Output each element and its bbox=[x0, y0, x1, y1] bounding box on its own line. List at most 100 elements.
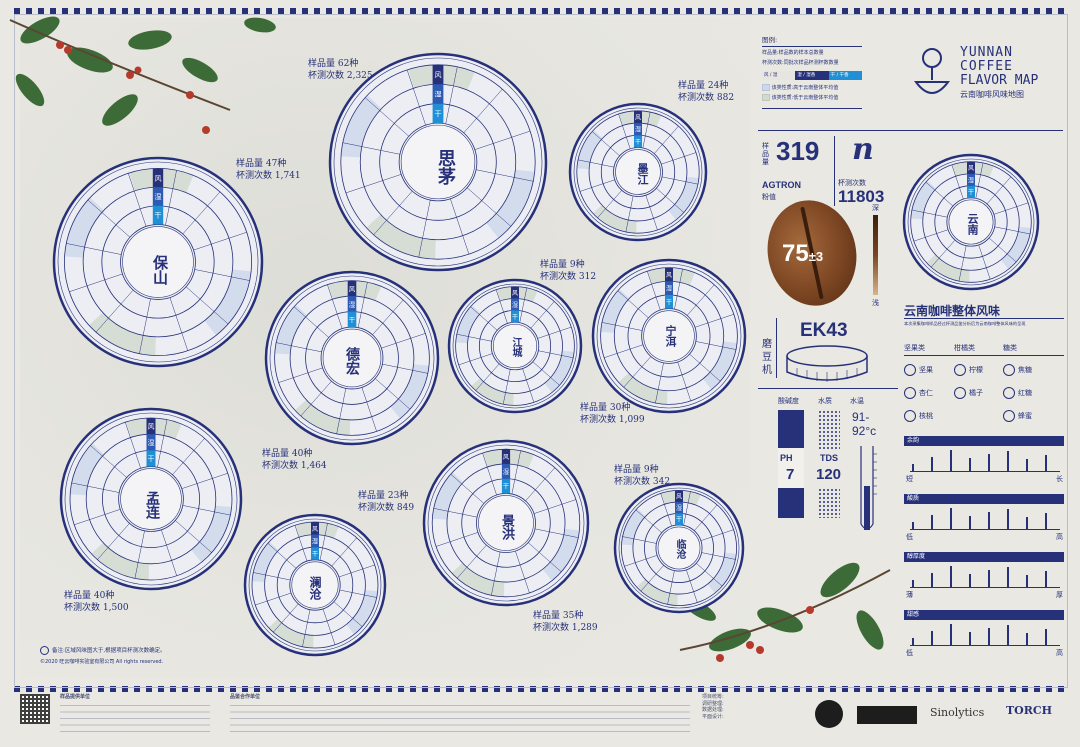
scale-mark bbox=[1007, 509, 1009, 530]
scale-mark bbox=[1045, 571, 1047, 588]
wheel-name-ninger: 宁洱 bbox=[664, 325, 677, 347]
scale-mark bbox=[931, 572, 933, 588]
ph-name: PH bbox=[780, 453, 793, 463]
ph-box bbox=[778, 448, 804, 488]
partner-logo-sinolytics: Sinolytics bbox=[930, 706, 985, 719]
svg-text:风: 风 bbox=[435, 71, 442, 79]
footer-sample-providers: 样品提供单位 bbox=[60, 694, 210, 732]
svg-text:干: 干 bbox=[666, 299, 672, 306]
caramel-icon bbox=[1003, 364, 1015, 376]
roast-light-label: 浅 bbox=[872, 299, 879, 307]
scale-mark bbox=[1007, 451, 1009, 472]
label-mojiang: 样品量 24种 杯测次数 882 bbox=[678, 81, 735, 103]
ph-bar-bottom bbox=[778, 488, 804, 518]
orange-icon bbox=[954, 387, 966, 399]
svg-text:风: 风 bbox=[148, 423, 155, 431]
tds-name: TDS bbox=[820, 453, 838, 463]
svg-text:湿: 湿 bbox=[349, 299, 356, 308]
svg-text:干: 干 bbox=[512, 314, 518, 321]
svg-text:干: 干 bbox=[155, 212, 162, 220]
flavor-orange: 橘子 bbox=[954, 387, 983, 399]
scale-mark bbox=[988, 453, 990, 472]
svg-text:湿: 湿 bbox=[968, 176, 974, 184]
svg-text:风: 风 bbox=[512, 290, 518, 297]
grinder-value: EK43 bbox=[800, 320, 848, 341]
ph-value: 7 bbox=[786, 466, 795, 483]
flavor-brown-sugar: 红糖 bbox=[1003, 387, 1032, 399]
legend-tab-dry: 干 / 干香 bbox=[828, 71, 862, 80]
scale-mark bbox=[950, 508, 952, 530]
map-note: 备注:区域风味图大于,根据项目杯测次数确定。 bbox=[40, 646, 166, 655]
svg-text:湿: 湿 bbox=[676, 504, 682, 512]
grinder-divider bbox=[776, 318, 777, 378]
svg-text:风: 风 bbox=[155, 174, 162, 182]
n-symbol: n bbox=[852, 132, 874, 167]
svg-text:干: 干 bbox=[312, 551, 318, 558]
flavor-cats-divider bbox=[904, 355, 1064, 356]
scale-baseline bbox=[910, 529, 1060, 530]
cat-sugar: 糖类 bbox=[1003, 344, 1017, 352]
partner-logo-black bbox=[857, 706, 917, 724]
scale-mark bbox=[1026, 517, 1028, 530]
label-jinghong: 样品量 35种 杯测次数 1,289 bbox=[533, 611, 598, 633]
flavor-lemon: 柠檬 bbox=[954, 364, 983, 376]
honey-icon bbox=[1003, 410, 1015, 422]
sample-value: 319 bbox=[776, 136, 820, 166]
wheel-ninger: 风湿干 bbox=[591, 258, 747, 414]
title-en-2: COFFEE bbox=[960, 59, 1013, 74]
scale-mark bbox=[988, 627, 990, 646]
scale-mark bbox=[969, 516, 971, 530]
flavor-walnut: 核桃 bbox=[904, 410, 933, 422]
overall-subtitle: 本次采集咖啡样品经过杯测品鉴分析后为云南咖啡整体风味的呈现 bbox=[904, 321, 1026, 326]
water-pattern-top bbox=[818, 410, 840, 450]
label-baoshan: 样品量 47种 杯测次数 1,741 bbox=[236, 159, 301, 181]
wheel-jinghong: 风湿干 bbox=[422, 439, 590, 607]
ph-label: 酸碱度 bbox=[778, 397, 799, 405]
title-zh: 云南咖啡风味地图 bbox=[960, 90, 1024, 99]
agtron-value-pm: ±3 bbox=[808, 249, 824, 264]
location-pin-cup-icon bbox=[914, 48, 950, 94]
svg-text:干: 干 bbox=[148, 455, 155, 463]
scale-label-2: 醇厚度 bbox=[904, 552, 1064, 562]
flavor-caramel: 焦糖 bbox=[1003, 364, 1032, 376]
wheel-menglian: 风湿干 bbox=[59, 407, 243, 591]
svg-text:干: 干 bbox=[503, 484, 509, 491]
svg-text:风: 风 bbox=[676, 494, 682, 501]
grinder-label: 磨豆机 bbox=[762, 339, 772, 376]
cups-value: 11803 bbox=[838, 187, 885, 206]
svg-text:湿: 湿 bbox=[148, 438, 155, 447]
wheel-name-jiangcheng: 江城 bbox=[510, 337, 521, 357]
overall-title: 云南咖啡整体风味 bbox=[904, 304, 1001, 318]
scale-mark bbox=[1007, 625, 1009, 646]
scale-mark bbox=[931, 456, 933, 472]
scale-mark bbox=[950, 624, 952, 646]
scale-mark bbox=[1026, 575, 1028, 588]
brown-sugar-icon bbox=[1003, 387, 1015, 399]
scale-low-0: 短 bbox=[906, 475, 913, 483]
scale-mark bbox=[950, 566, 952, 588]
scale-high-1: 高 bbox=[1056, 533, 1063, 541]
info-icon bbox=[40, 646, 49, 655]
scale-mark bbox=[950, 450, 952, 472]
svg-text:风: 风 bbox=[968, 165, 974, 172]
wheel-name-yunnan: 云南 bbox=[966, 213, 979, 235]
sample-label: 样品量 bbox=[762, 142, 769, 166]
svg-text:湿: 湿 bbox=[312, 537, 318, 545]
thermometer-icon bbox=[860, 446, 877, 530]
svg-text:干: 干 bbox=[349, 316, 356, 324]
scale-baseline bbox=[910, 587, 1060, 588]
scale-label-1: 酸质 bbox=[904, 494, 1064, 504]
scale-low-1: 低 bbox=[906, 533, 913, 541]
scale-bars-0 bbox=[910, 450, 1060, 472]
svg-text:干: 干 bbox=[435, 110, 442, 118]
footer-credits: 项目统筹: 调研整理: 数据处理: 平面设计: bbox=[702, 694, 724, 720]
overall-title-underline bbox=[904, 318, 1064, 319]
wheel-lancang: 风湿干 bbox=[243, 513, 387, 657]
title-en-1: YUNNAN bbox=[960, 45, 1013, 60]
scale-mark bbox=[1007, 567, 1009, 588]
agtron-sub: 粉值 bbox=[762, 193, 776, 201]
scale-label-0: 余韵 bbox=[904, 436, 1064, 446]
wheel-name-lancang: 澜沧 bbox=[308, 576, 322, 600]
svg-text:干: 干 bbox=[676, 517, 682, 524]
